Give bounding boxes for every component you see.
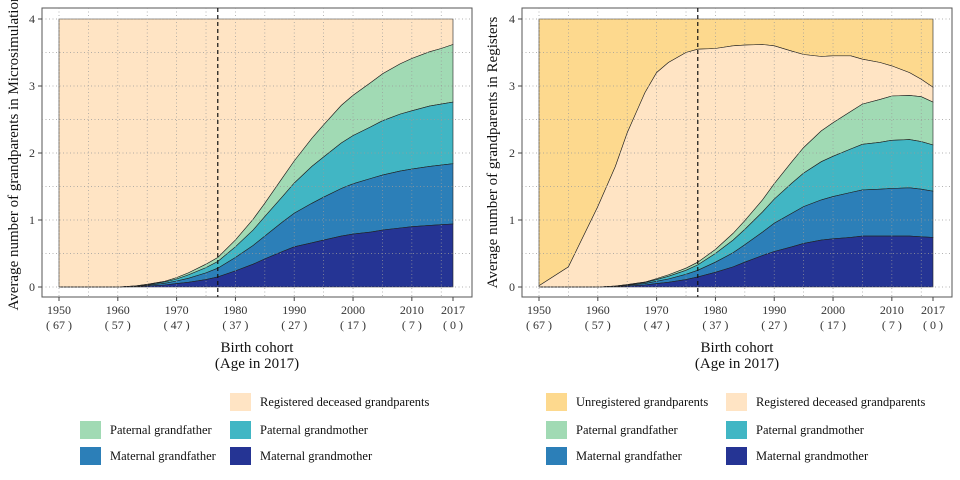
x-axis-title: Birth cohort — [701, 340, 775, 356]
x-tick-age-label: ( 17 ) — [340, 318, 366, 332]
y-tick-label: 4 — [29, 12, 35, 26]
x-tick-label: 2017 — [441, 303, 465, 317]
legend-swatch — [726, 447, 747, 465]
x-tick-label: 1950 — [527, 303, 551, 317]
y-axis-title: Average number of grandparents in Micros… — [6, 0, 22, 310]
x-tick-age-label: ( 7 ) — [882, 318, 902, 332]
legend-label: Maternal grandmother — [756, 449, 869, 463]
legend-label: Unregistered grandparents — [576, 395, 708, 409]
legend-swatch — [80, 447, 101, 465]
legend: Unregistered grandparents Registered dece… — [546, 393, 926, 465]
y-tick-label: 4 — [509, 12, 515, 26]
legend-item-maternal-grandfather: Maternal grandfather — [80, 447, 217, 465]
legend-label: Registered deceased grandparents — [260, 395, 430, 409]
x-tick-label: 1960 — [586, 303, 610, 317]
y-axis-title: Average number of grandparents in Regist… — [485, 16, 501, 288]
x-tick-age-label: ( 67 ) — [526, 318, 552, 332]
legend-item-paternal-grandfather: Paternal grandfather — [546, 421, 679, 439]
x-tick-age-label: ( 0 ) — [923, 318, 943, 332]
legend-item-maternal-grandfather: Maternal grandfather — [546, 447, 683, 465]
x-tick-age-label: ( 57 ) — [585, 318, 611, 332]
x-tick-label: 2000 — [821, 303, 845, 317]
y-tick-label: 3 — [509, 79, 515, 93]
legend-item-maternal-grandmother: Maternal grandmother — [726, 447, 869, 465]
area-maternal-grandmother — [59, 223, 454, 288]
legend-label: Maternal grandfather — [110, 449, 217, 463]
legend-label: Paternal grandmother — [756, 423, 865, 437]
legend-label: Maternal grandfather — [576, 449, 683, 463]
legend-item-paternal-grandmother: Paternal grandmother — [726, 421, 865, 439]
legend-swatch — [230, 447, 251, 465]
legend: Registered deceased grandparents Paternal… — [80, 393, 430, 465]
y-tick-label: 2 — [29, 146, 35, 160]
x-tick-age-label: ( 27 ) — [281, 318, 307, 332]
x-axis-subtitle: (Age in 2017) — [215, 356, 299, 372]
y-tick-label: 1 — [29, 213, 35, 227]
legend-swatch — [546, 421, 567, 439]
x-tick-label: 1980 — [703, 303, 727, 317]
grid — [522, 8, 952, 297]
x-tick-age-label: ( 37 ) — [222, 318, 248, 332]
y-tick-label: 0 — [509, 280, 515, 294]
legend-swatch — [80, 421, 101, 439]
grid — [42, 8, 472, 297]
x-tick-age-label: ( 7 ) — [402, 318, 422, 332]
legend-label: Registered deceased grandparents — [756, 395, 926, 409]
y-tick-label: 3 — [29, 79, 35, 93]
x-tick-label: 1970 — [645, 303, 669, 317]
legend-label: Paternal grandfather — [110, 423, 213, 437]
x-axis-title: Birth cohort — [221, 340, 295, 356]
legend-item-paternal-grandmother: Paternal grandmother — [230, 421, 369, 439]
legend-item-unregistered-grandparents: Unregistered grandparents — [546, 393, 708, 411]
x-tick-age-label: ( 0 ) — [443, 318, 463, 332]
x-tick-age-label: ( 47 ) — [644, 318, 670, 332]
legend-label: Maternal grandmother — [260, 449, 373, 463]
x-tick-age-label: ( 57 ) — [105, 318, 131, 332]
x-tick-label: 1960 — [106, 303, 130, 317]
x-tick-label: 1990 — [762, 303, 786, 317]
x-tick-label: 1980 — [223, 303, 247, 317]
legend-swatch — [230, 421, 251, 439]
legend-item-maternal-grandmother: Maternal grandmother — [230, 447, 373, 465]
x-tick-label: 2010 — [880, 303, 904, 317]
legend-swatch — [726, 393, 747, 411]
legend-swatch — [230, 393, 251, 411]
legend-swatch — [726, 421, 747, 439]
legend-label: Paternal grandmother — [260, 423, 369, 437]
x-tick-label: 2017 — [921, 303, 945, 317]
x-tick-age-label: ( 47 ) — [164, 318, 190, 332]
x-tick-label: 2000 — [341, 303, 365, 317]
x-tick-label: 1970 — [165, 303, 189, 317]
x-tick-age-label: ( 67 ) — [46, 318, 72, 332]
y-tick-label: 2 — [509, 146, 515, 160]
legend-label: Paternal grandfather — [576, 423, 679, 437]
x-tick-age-label: ( 27 ) — [761, 318, 787, 332]
legend-item-registered-deceased-grandparents: Registered deceased grandparents — [726, 393, 926, 411]
x-tick-age-label: ( 37 ) — [702, 318, 728, 332]
legend-swatch — [546, 393, 567, 411]
legend-swatch — [546, 447, 567, 465]
x-tick-label: 1990 — [282, 303, 306, 317]
y-tick-label: 1 — [509, 213, 515, 227]
area-maternal-grandmother — [539, 235, 934, 288]
y-tick-label: 0 — [29, 280, 35, 294]
x-tick-age-label: ( 17 ) — [820, 318, 846, 332]
x-tick-label: 1950 — [47, 303, 71, 317]
legend-item-registered-deceased-grandparents: Registered deceased grandparents — [230, 393, 430, 411]
x-axis-subtitle: (Age in 2017) — [695, 356, 779, 372]
x-tick-label: 2010 — [400, 303, 424, 317]
legend-item-paternal-grandfather: Paternal grandfather — [80, 421, 213, 439]
